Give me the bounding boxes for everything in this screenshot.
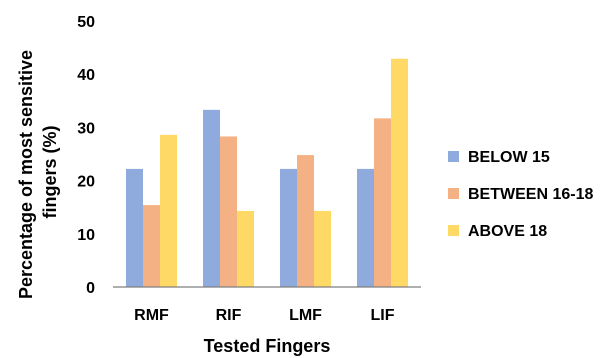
legend: BELOW 15 BETWEEN 16-18 ABOVE 18	[448, 149, 593, 240]
y-axis-title-line-1: Percentage of most sensitive	[16, 50, 36, 299]
legend-swatch	[448, 225, 459, 236]
y-tick-label: 30	[77, 120, 95, 137]
y-tick-label: 0	[86, 280, 95, 297]
legend-swatch	[448, 151, 459, 162]
legend-label: ABOVE 18	[468, 223, 547, 240]
bar-below-15-lif	[357, 168, 374, 287]
y-axis-ticks: 0 10 20 30 40 50	[77, 14, 95, 297]
y-tick-label: 20	[77, 174, 95, 191]
bar-below-15-rif	[203, 109, 220, 288]
y-tick-label: 40	[77, 67, 95, 84]
bar-between-16-18-rmf	[143, 205, 160, 287]
legend-label: BELOW 15	[468, 149, 550, 166]
x-tick-label: LMF	[289, 307, 322, 324]
bar-above-18-lif	[391, 58, 408, 287]
x-tick-label: RMF	[134, 307, 169, 324]
y-tick-label: 50	[77, 14, 95, 31]
legend-label: BETWEEN 16-18	[468, 186, 593, 203]
bar-between-16-18-rif	[220, 136, 237, 287]
bar-above-18-rif	[237, 210, 254, 287]
bar-between-16-18-lif	[374, 118, 391, 287]
y-tick-label: 10	[77, 227, 95, 244]
bar-series	[126, 58, 408, 288]
x-axis-ticks: RMF RIF LMF LIF	[134, 307, 395, 324]
legend-swatch	[448, 188, 459, 199]
bar-above-18-lmf	[314, 210, 331, 287]
y-axis-title: Percentage of most sensitive fingers (%)	[16, 45, 60, 299]
y-axis-title-line-2: fingers (%)	[40, 125, 60, 218]
x-axis-title: Tested Fingers	[204, 336, 331, 356]
bar-between-16-18-lmf	[297, 155, 314, 287]
bar-below-15-rmf	[126, 168, 143, 287]
x-tick-label: RIF	[216, 307, 242, 324]
bar-below-15-lmf	[280, 168, 297, 287]
bar-above-18-rmf	[160, 134, 177, 287]
x-tick-label: LIF	[371, 307, 395, 324]
